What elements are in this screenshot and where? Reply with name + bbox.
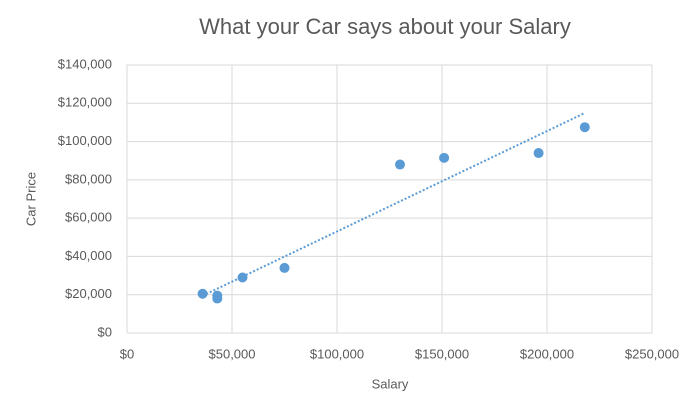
point <box>579 122 590 133</box>
x-tick-label: $100,000 <box>310 346 364 361</box>
point <box>212 293 223 304</box>
point <box>279 262 290 273</box>
x-axis-label: Salary <box>372 376 409 391</box>
y-tick-label: $0 <box>98 324 112 339</box>
point <box>237 272 248 283</box>
x-tick-label: $200,000 <box>520 346 574 361</box>
trendline <box>202 112 586 297</box>
y-tick-label: $100,000 <box>58 133 112 148</box>
point <box>533 148 544 159</box>
x-tick-label: $250,000 <box>625 346 679 361</box>
y-tick-label: $120,000 <box>58 95 112 110</box>
chart-title: What your Car says about your Salary <box>199 14 571 39</box>
x-tick-label: $150,000 <box>415 346 469 361</box>
x-tick-label: $0 <box>120 346 134 361</box>
y-tick-label: $140,000 <box>58 56 112 71</box>
y-tick-label: $40,000 <box>65 248 112 263</box>
point <box>439 152 450 163</box>
y-tick-label: $80,000 <box>65 171 112 186</box>
y-tick-label: $60,000 <box>65 210 112 225</box>
y-tick-label: $20,000 <box>65 286 112 301</box>
x-tick-label: $50,000 <box>209 346 256 361</box>
y-axis-label: Car Price <box>23 172 38 226</box>
point <box>395 159 405 170</box>
point <box>197 288 208 299</box>
